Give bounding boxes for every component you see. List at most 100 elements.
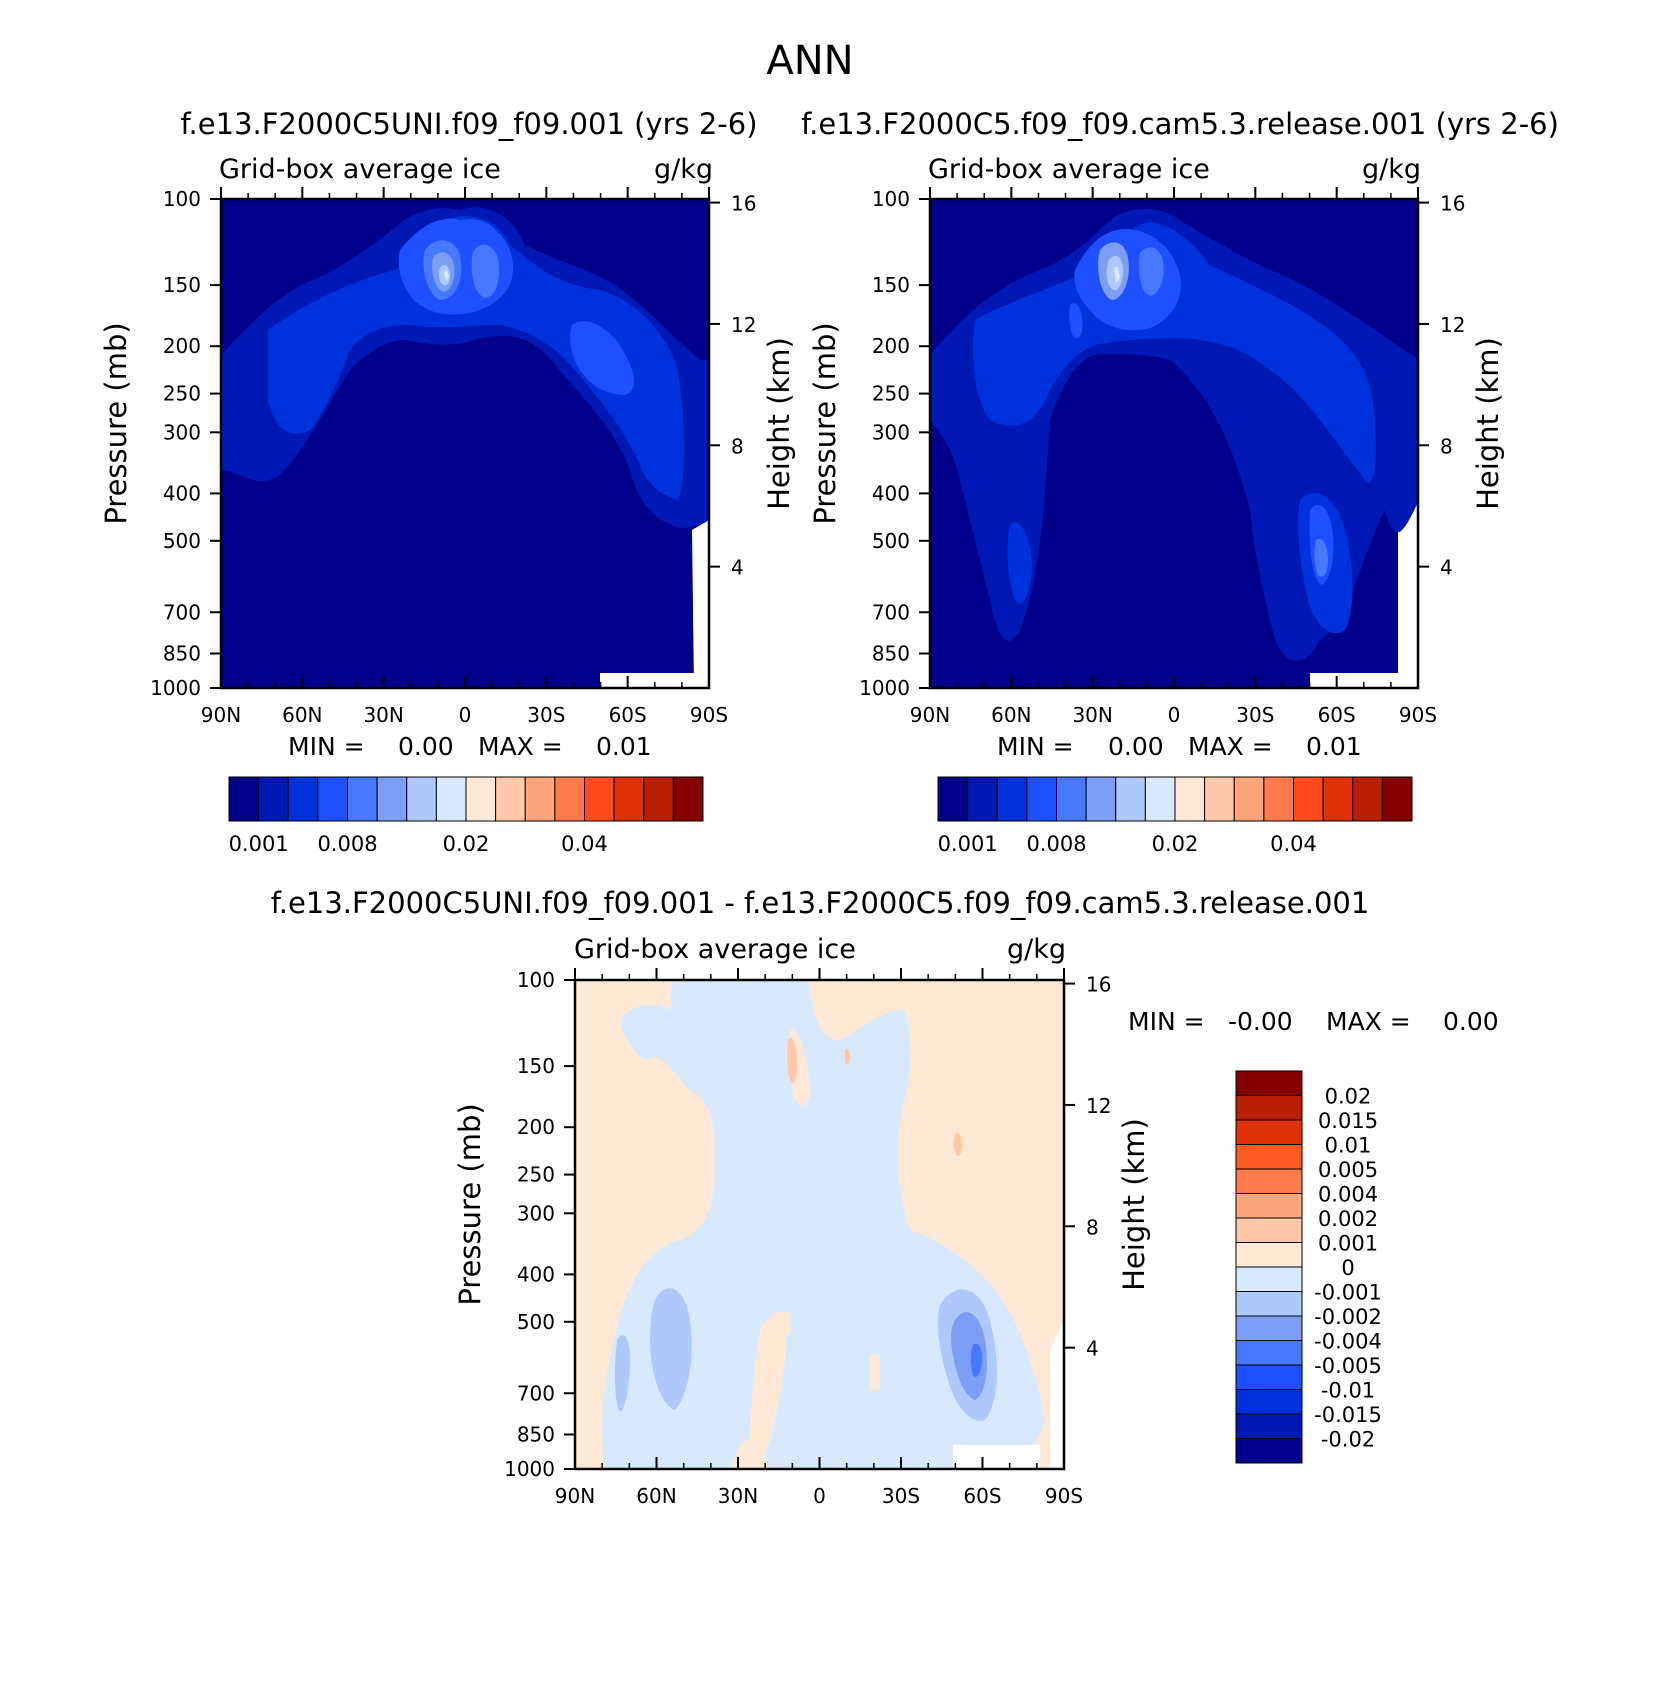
colorbar-box xyxy=(1085,776,1117,822)
colorbar-box xyxy=(1381,776,1413,822)
colorbar-label: 0.005 xyxy=(1318,1158,1378,1182)
colorbar-box xyxy=(1235,1315,1303,1341)
x-tick-label: 60N xyxy=(282,703,322,727)
panel3-min-value: -0.00 xyxy=(1228,1007,1293,1036)
x-tick-label: 60S xyxy=(963,1484,1001,1508)
z-axis-title: Height (km) xyxy=(1471,337,1505,510)
y-tick-label: 1000 xyxy=(150,676,201,700)
panel2-max-label: MAX = xyxy=(1188,732,1273,761)
x-tick-label: 0 xyxy=(459,703,472,727)
panel1-min-label: MIN = xyxy=(288,732,365,761)
colorbar-box xyxy=(1263,776,1294,822)
panel3-min-label: MIN = xyxy=(1128,1007,1205,1036)
colorbar-box xyxy=(1235,1291,1303,1317)
y-tick-label: 200 xyxy=(517,1115,555,1139)
colorbar-box xyxy=(406,776,437,822)
y-tick-label: 500 xyxy=(163,529,201,553)
colorbar-label: 0.004 xyxy=(1318,1183,1378,1207)
z-tick-label: 16 xyxy=(731,192,756,216)
colorbar-box xyxy=(435,776,467,822)
colorbar-box xyxy=(1235,1144,1303,1170)
colorbar-label: 0.001 xyxy=(1318,1232,1378,1256)
y-tick-label: 300 xyxy=(517,1201,555,1225)
x-tick-label: 30S xyxy=(527,703,565,727)
panel3-field xyxy=(575,980,1064,1469)
colorbar-box xyxy=(1322,776,1354,822)
colorbar-box xyxy=(996,776,1028,822)
colorbar-box xyxy=(347,776,378,822)
x-tick-label: 60S xyxy=(1318,703,1356,727)
y-tick-label: 500 xyxy=(517,1310,555,1334)
y-tick-label: 700 xyxy=(517,1381,555,1405)
y-tick-label: 250 xyxy=(872,382,910,406)
colorbar-label: 0.04 xyxy=(561,832,608,856)
panel3-max-value: 0.00 xyxy=(1443,1007,1499,1036)
panel2-left-label: Grid-box average ice xyxy=(928,154,1210,185)
x-tick-label: 30N xyxy=(363,703,403,727)
z-tick-label: 8 xyxy=(1440,434,1453,458)
x-tick-label: 60S xyxy=(609,703,647,727)
y-tick-label: 700 xyxy=(872,600,910,624)
colorbar-box xyxy=(1293,776,1324,822)
colorbar-label: 0.015 xyxy=(1318,1109,1378,1133)
y-tick-label: 850 xyxy=(872,641,910,665)
colorbar-box xyxy=(1235,1193,1303,1219)
colorbar-box xyxy=(465,776,497,822)
colorbar-box xyxy=(937,776,969,822)
colorbar-label: 0.001 xyxy=(938,832,998,856)
colorbar-box xyxy=(1235,1070,1303,1096)
panel1-colorbar: 0.001 0.008 0.02 0.04 xyxy=(228,776,704,856)
panel2-min-value: 0.00 xyxy=(1108,732,1164,761)
panel1-left-label: Grid-box average ice xyxy=(219,154,501,185)
colorbar-label: 0.04 xyxy=(1270,832,1317,856)
x-tick-label: 30S xyxy=(1236,703,1274,727)
panel1-max-label: MAX = xyxy=(478,732,563,761)
colorbar-box xyxy=(967,776,998,822)
y-tick-label: 150 xyxy=(163,273,201,297)
colorbar-label: 0.02 xyxy=(443,832,490,856)
z-tick-label: 8 xyxy=(1086,1215,1099,1239)
colorbar-label: -0.01 xyxy=(1321,1379,1375,1403)
panel2-title: f.e13.F2000C5.f09_f09.cam5.3.release.001… xyxy=(801,107,1559,141)
colorbar-box xyxy=(672,776,704,822)
colorbar-box xyxy=(1235,1413,1303,1439)
y-tick-label: 200 xyxy=(163,334,201,358)
colorbar-label: -0.001 xyxy=(1314,1281,1382,1305)
colorbar-box xyxy=(1235,1266,1303,1292)
y-tick-label: 1000 xyxy=(859,676,910,700)
x-tick-label: 60N xyxy=(636,1484,676,1508)
colorbar-box xyxy=(1235,1340,1303,1366)
colorbar-label: 0.002 xyxy=(1318,1207,1378,1231)
colorbar-label: -0.002 xyxy=(1314,1305,1382,1329)
panel1-title: f.e13.F2000C5UNI.f09_f09.001 (yrs 2-6) xyxy=(180,107,757,141)
y-tick-label: 300 xyxy=(163,420,201,444)
colorbar-label: 0.008 xyxy=(317,832,377,856)
x-tick-label: 30S xyxy=(882,1484,920,1508)
colorbar-label: -0.004 xyxy=(1314,1330,1382,1354)
x-tick-label: 0 xyxy=(1168,703,1181,727)
z-tick-label: 12 xyxy=(731,313,756,337)
panel3-max-label: MAX = xyxy=(1326,1007,1411,1036)
colorbar-label: 0.01 xyxy=(1325,1134,1372,1158)
x-tick-label: 60N xyxy=(991,703,1031,727)
z-tick-label: 12 xyxy=(1440,313,1465,337)
colorbar-box xyxy=(1235,1217,1303,1243)
y-tick-label: 400 xyxy=(163,481,201,505)
z-axis-title: Height (km) xyxy=(762,337,796,510)
colorbar-box xyxy=(287,776,319,822)
colorbar-box xyxy=(1056,776,1087,822)
colorbar-box xyxy=(643,776,674,822)
colorbar-label: -0.015 xyxy=(1314,1403,1382,1427)
y-tick-label: 700 xyxy=(163,600,201,624)
colorbar-box xyxy=(1235,1389,1303,1415)
panel1-axes: 90N 60N 30N 0 30S 60S 90S 100 150 200 250 300 400 500… xyxy=(99,187,796,727)
y-tick-label: 150 xyxy=(517,1054,555,1078)
y-tick-label: 250 xyxy=(517,1163,555,1187)
panel3-units: g/kg xyxy=(1007,934,1066,965)
panel2-colorbar: 0.001 0.008 0.02 0.04 xyxy=(937,776,1413,856)
panel3-colorbar: 0.020.0150.010.0050.0040.0020.0010-0.001… xyxy=(1235,1070,1382,1464)
colorbar-box xyxy=(1174,776,1206,822)
y-tick-label: 850 xyxy=(517,1422,555,1446)
x-tick-label: 90N xyxy=(555,1484,595,1508)
y-tick-label: 200 xyxy=(872,334,910,358)
